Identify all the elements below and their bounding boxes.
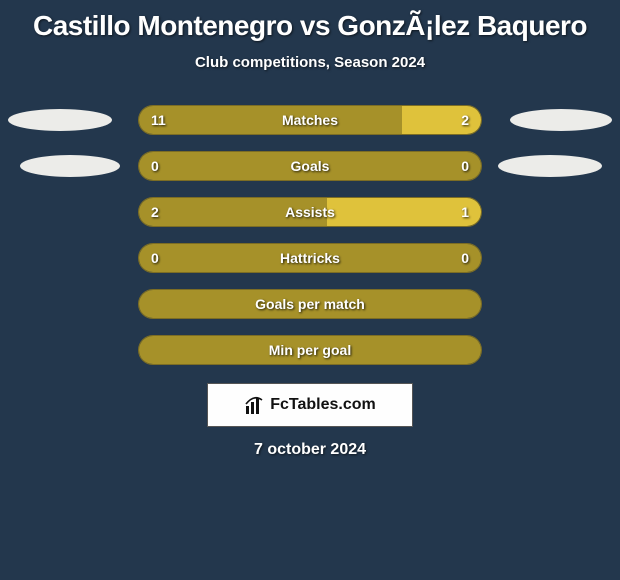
stat-bar-left [139,106,402,134]
stat-row: Min per goal [0,335,620,365]
stat-row: Matches112 [0,105,620,135]
stat-bar-right [402,106,481,134]
stat-row: Hattricks00 [0,243,620,273]
stat-bar-left [139,290,481,318]
stat-bar-right [327,198,481,226]
stat-row: Assists21 [0,197,620,227]
stat-row: Goals per match [0,289,620,319]
brand-box[interactable]: FcTables.com [207,383,413,427]
player-right-ellipse [498,155,602,177]
player-left-ellipse [20,155,120,177]
player-right-ellipse [510,109,612,131]
stat-row: Goals00 [0,151,620,181]
stat-bar: Min per goal [138,335,482,365]
comparison-chart: Matches112 Goals00 Assists21 Hattricks00 Goa… [0,105,620,375]
stat-bar-left [139,198,327,226]
brand-text: FcTables.com [270,396,376,414]
stat-bar: Goals per match [138,289,482,319]
player-left-ellipse [8,109,112,131]
stat-bar: Assists21 [138,197,482,227]
stat-bar-left [139,152,481,180]
stat-bar-left [139,244,481,272]
date: 7 october 2024 [0,441,620,459]
page-title: Castillo Montenegro vs GonzÃ¡lez Baquero [0,0,620,42]
stat-bar: Matches112 [138,105,482,135]
brand-icon [244,394,266,416]
stat-bar: Hattricks00 [138,243,482,273]
stat-bar-left [139,336,481,364]
subtitle: Club competitions, Season 2024 [0,54,620,71]
stat-bar: Goals00 [138,151,482,181]
